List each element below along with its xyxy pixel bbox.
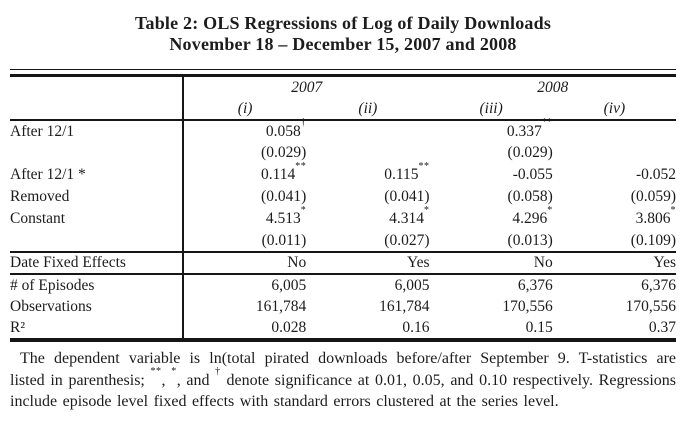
table-cell: (0.041) [384, 188, 430, 206]
table-cell: 4.314* [389, 204, 430, 228]
table-top-rule [10, 69, 676, 77]
row-label: After 12/1 * [10, 166, 86, 184]
table-cell [553, 142, 676, 164]
table-cell: 6,376 [641, 276, 676, 294]
table-cell: -0.055 [512, 166, 553, 184]
row-label: # of Episodes [10, 276, 95, 294]
regression-table: 2007 2008 (i) (ii) (iii) (iv) After 12/1 0.058… [10, 77, 676, 342]
column-header: (ii) [358, 99, 378, 117]
table-cell: (0.029) [507, 144, 553, 162]
significance-marker: ** [418, 160, 430, 172]
table-cell: 0.37 [648, 319, 676, 337]
column-header: (iii) [479, 99, 503, 117]
header-spacer [10, 77, 183, 98]
table-row: After 12/1 * 0.114** 0.115** -0.055 -0.052 [10, 160, 676, 186]
table-cell: Yes [653, 254, 676, 272]
year-header: 2007 [182, 77, 430, 98]
table-cell: -0.052 [635, 166, 676, 184]
table-cell: 0.15 [525, 319, 553, 337]
significance-marker: ** [295, 160, 307, 172]
table-cell: (0.029) [181, 142, 307, 164]
row-label: R² [10, 319, 25, 337]
table-row: Removed (0.041) (0.041) (0.058) (0.059) [10, 186, 676, 208]
column-header: (i) [181, 98, 307, 120]
table-cell: (0.058) [507, 188, 553, 206]
row-label: Constant [10, 210, 66, 228]
significance-marker: * [547, 204, 553, 216]
year-header: 2008 [537, 78, 569, 96]
table-title: Table 2: OLS Regressions of Log of Daily… [0, 0, 686, 55]
table-row: # of Episodes 6,005 6,005 6,376 6,376 [10, 274, 676, 296]
row-label: Removed [10, 188, 70, 206]
table-footnote: The dependent variable is ln(total pirat… [10, 350, 677, 410]
significance-marker: † [215, 365, 221, 377]
table-row: (0.011) (0.027) (0.013) (0.109) [10, 230, 676, 252]
row-label [10, 142, 183, 164]
fixed-effects-rows: Date Fixed Effects No Yes No Yes [10, 252, 676, 274]
table-cell: (0.041) [181, 186, 307, 208]
table-cell: 4.296* [512, 204, 553, 228]
table-cell: 6,376 [517, 276, 553, 294]
table-cell: No [533, 254, 553, 272]
year-header-row: 2007 2008 [10, 77, 676, 98]
table-cell: 0.028 [181, 318, 307, 340]
table-row: R² 0.028 0.16 0.15 0.37 [10, 318, 676, 340]
table-cell: (0.027) [384, 231, 430, 249]
table-cell: (0.013) [507, 231, 553, 249]
table-title-line1: Table 2: OLS Regressions of Log of Daily… [134, 13, 552, 33]
table-cell: No [181, 252, 307, 274]
table-row: Date Fixed Effects No Yes No Yes [10, 252, 676, 274]
table-cell: 0.114** [181, 160, 307, 186]
significance-marker: ** [150, 365, 162, 377]
table-row: (0.029) (0.029) [10, 142, 676, 164]
table-cell: 0.115** [384, 160, 430, 184]
table-row: Constant 4.513* 4.314* 4.296* 3.806* [10, 204, 676, 230]
table-cell: (0.059) [630, 188, 676, 206]
row-label: Date Fixed Effects [10, 254, 126, 272]
significance-marker: * [171, 365, 177, 377]
significance-marker: * [300, 204, 307, 216]
table-cell: 0.16 [402, 319, 430, 337]
table-cell: 161,784 [379, 298, 430, 316]
table-title-line2: November 18 – December 15, 2007 and 2008 [169, 34, 517, 54]
significance-marker: ** [541, 117, 553, 129]
table-cell: 0.058† [181, 117, 307, 142]
table-cell: 0.337** [506, 117, 553, 140]
column-header: (iv) [603, 99, 626, 117]
table-cell [306, 142, 429, 164]
table-row: After 12/1 0.058† 0.337** [10, 117, 676, 142]
row-label [10, 230, 183, 252]
table-cell [553, 120, 676, 142]
coefficient-rows: After 12/1 0.058† 0.337** (0.029) (0.029) Aft… [10, 117, 676, 252]
table-cell: 3.806* [635, 204, 676, 228]
table-cell [306, 120, 429, 142]
statistics-rows: # of Episodes 6,005 6,005 6,376 6,376 Observa… [10, 274, 676, 340]
table-cell: (0.011) [181, 230, 307, 252]
table-cell: 161,784 [181, 296, 307, 318]
header-spacer [10, 98, 183, 120]
table-cell: 6,005 [394, 276, 430, 294]
table-header: 2007 2008 (i) (ii) (iii) (iv) [10, 77, 676, 120]
table-cell: (0.109) [630, 231, 676, 249]
table-cell: 170,556 [502, 298, 553, 316]
row-label: Observations [10, 298, 92, 316]
table-cell: 4.513* [181, 204, 307, 230]
table-cell: 6,005 [181, 274, 307, 296]
significance-marker: * [670, 204, 676, 216]
significance-marker: * [424, 204, 430, 216]
significance-marker: † [300, 117, 307, 129]
table-row: Observations 161,784 161,784 170,556 170,556 [10, 296, 676, 318]
table-cell: 170,556 [625, 298, 676, 316]
column-header-row: (i) (ii) (iii) (iv) [10, 98, 676, 120]
row-label: After 12/1 [10, 122, 75, 140]
table-cell: Yes [406, 254, 430, 272]
